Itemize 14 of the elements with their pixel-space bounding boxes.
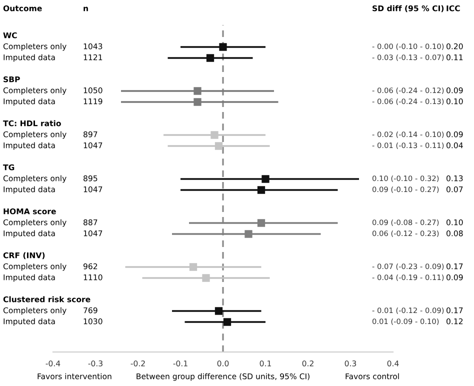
point — [244, 230, 252, 238]
point — [223, 318, 232, 326]
point — [257, 186, 266, 194]
point — [194, 98, 202, 106]
point — [257, 219, 266, 227]
point — [189, 263, 198, 271]
point — [214, 142, 223, 150]
point — [210, 131, 218, 139]
point — [214, 307, 223, 315]
point — [262, 175, 270, 183]
point — [206, 54, 214, 62]
point — [219, 43, 227, 51]
point — [194, 87, 202, 95]
point — [202, 274, 210, 282]
